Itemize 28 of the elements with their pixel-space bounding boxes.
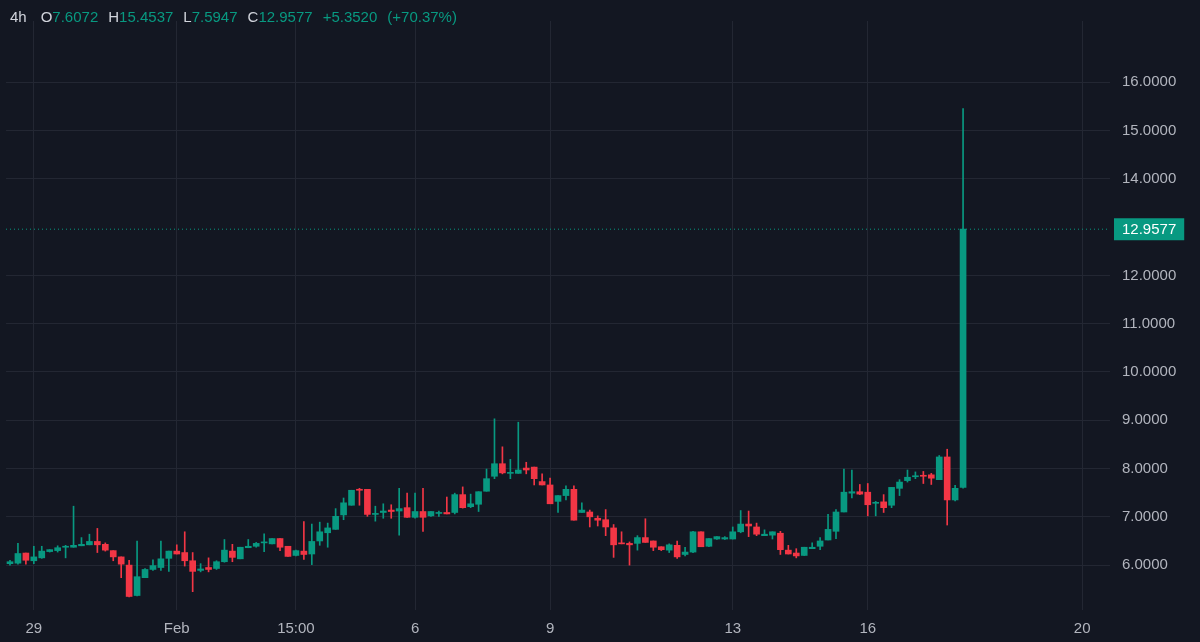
- x-tick-label: 20: [1073, 619, 1091, 637]
- x-tick-label: 9: [545, 619, 555, 637]
- y-tick-label: 7.0000: [1122, 506, 1168, 524]
- candlestick: [419, 488, 427, 532]
- y-tick-label: 8.0000: [1122, 458, 1168, 476]
- candlestick: [395, 488, 403, 536]
- candlestick: [379, 503, 387, 519]
- candlestick: [443, 496, 451, 515]
- x-tick-label: 16: [859, 619, 877, 637]
- x-tick-label: 15:00: [277, 619, 315, 637]
- candlestick: [578, 502, 586, 513]
- y-tick-label: 10.0000: [1122, 362, 1177, 380]
- x-tick-label: 29: [25, 619, 43, 637]
- y-tick-label: 11.0000: [1122, 313, 1176, 331]
- y-tick-label: 14.0000: [1122, 169, 1177, 187]
- y-tick-label: 15.0000: [1122, 120, 1177, 138]
- y-tick-label: 6.0000: [1122, 555, 1168, 573]
- chart-title: 4h: [10, 8, 27, 25]
- x-tick-label: Feb: [163, 619, 190, 637]
- candlestick: [872, 501, 880, 517]
- x-tick-label: 13: [724, 619, 742, 637]
- ref-line-label: 12.9577: [1122, 220, 1177, 238]
- y-tick-label: 12.0000: [1122, 265, 1177, 283]
- x-tick-label: 6: [410, 619, 420, 637]
- text: O7.6072 H15.4537 L7.5947 C12.9577 +5.3520 (+70.37%): [40, 8, 457, 25]
- y-tick-label: 16.0000: [1122, 72, 1177, 90]
- candlestick: [387, 504, 395, 519]
- y-tick-label: 9.0000: [1122, 410, 1168, 428]
